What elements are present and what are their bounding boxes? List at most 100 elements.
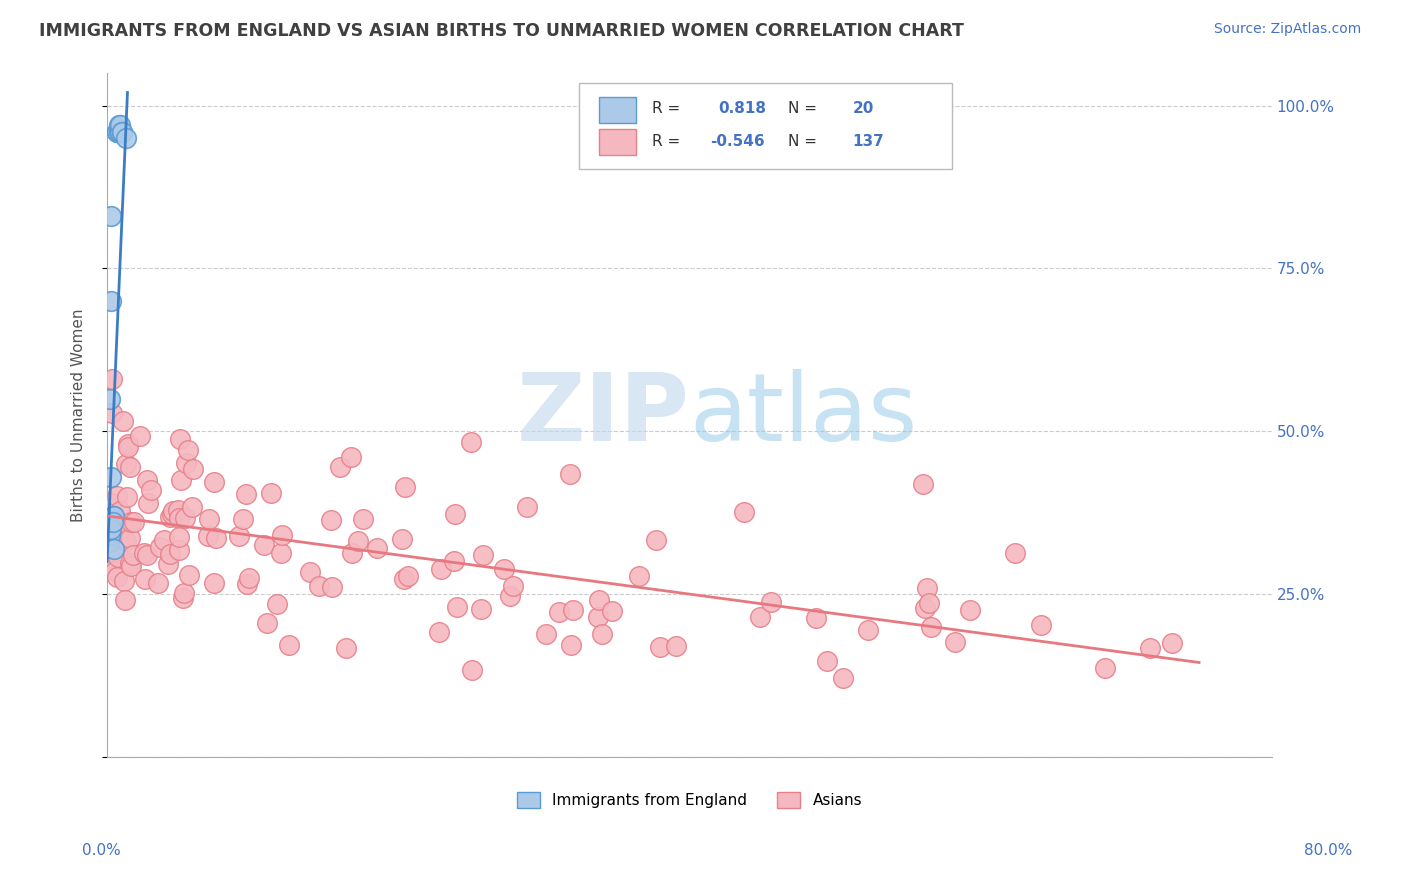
Point (588, 610, 610, 624)
Point (591, 627, 613, 641)
Point (228, 529, 250, 543)
Point (122, 515, 145, 529)
Text: N =: N = (789, 101, 823, 116)
Point (97, 535, 120, 549)
Point (105, 125, 128, 139)
Point (101, 516, 124, 530)
Point (1029, 617, 1052, 632)
Point (101, 372, 124, 386)
Point (112, 413, 135, 427)
Point (117, 436, 139, 450)
Text: R =: R = (652, 101, 685, 116)
Point (107, 118, 129, 132)
Point (256, 616, 278, 631)
Point (108, 118, 131, 132)
Point (167, 511, 190, 525)
Point (136, 549, 159, 563)
Point (134, 572, 156, 586)
Legend: Immigrants from England, Asians: Immigrants from England, Asians (510, 786, 869, 814)
Point (174, 456, 197, 470)
Text: 0.0%: 0.0% (82, 843, 121, 858)
Point (118, 556, 141, 570)
FancyBboxPatch shape (599, 97, 636, 123)
Point (831, 671, 853, 685)
Point (179, 568, 201, 582)
Point (806, 610, 828, 624)
Point (430, 562, 453, 576)
Point (648, 640, 671, 655)
Text: -0.546: -0.546 (710, 134, 765, 149)
Point (120, 515, 142, 529)
Point (560, 639, 582, 653)
Point (236, 577, 259, 591)
Point (114, 593, 136, 607)
Point (588, 593, 610, 607)
Point (136, 473, 159, 487)
Point (105, 125, 128, 139)
Point (105, 570, 128, 584)
Point (169, 530, 191, 544)
Point (139, 483, 162, 498)
Point (391, 532, 413, 546)
Point (470, 602, 492, 616)
Point (197, 529, 219, 543)
Point (180, 500, 202, 514)
Text: N =: N = (789, 134, 823, 149)
Point (108, 504, 131, 518)
Point (627, 569, 650, 583)
Point (118, 459, 141, 474)
Point (101, 560, 124, 574)
FancyBboxPatch shape (579, 83, 952, 169)
FancyBboxPatch shape (599, 129, 636, 155)
Point (159, 509, 181, 524)
Point (120, 559, 142, 574)
Point (170, 473, 193, 487)
Point (112, 531, 135, 545)
Text: ZIP: ZIP (516, 369, 689, 461)
Point (499, 589, 522, 603)
Point (167, 503, 190, 517)
Point (392, 573, 415, 587)
Point (238, 571, 260, 585)
Point (759, 595, 782, 609)
Point (561, 603, 583, 617)
Point (148, 575, 170, 590)
Point (107, 125, 129, 139)
Point (112, 574, 135, 588)
Point (339, 450, 361, 464)
Point (461, 663, 484, 677)
Point (749, 609, 772, 624)
Point (103, 508, 125, 523)
Point (914, 601, 936, 615)
Point (856, 623, 879, 637)
Point (492, 562, 515, 576)
Point (198, 511, 221, 525)
Point (105, 489, 128, 503)
Point (111, 125, 134, 139)
Point (394, 480, 416, 494)
Point (173, 586, 195, 600)
Point (516, 500, 538, 514)
Point (100, 522, 122, 536)
Point (299, 565, 322, 579)
Point (134, 546, 156, 560)
Point (110, 518, 132, 533)
Point (181, 461, 204, 475)
Point (644, 533, 666, 547)
Point (103, 541, 125, 556)
Point (122, 548, 145, 562)
Point (115, 490, 138, 504)
Point (205, 531, 228, 545)
Point (260, 486, 283, 500)
Point (104, 564, 127, 578)
Point (153, 533, 176, 547)
Point (108, 125, 131, 139)
Point (547, 605, 569, 619)
Point (105, 517, 128, 532)
Text: IMMIGRANTS FROM ENGLAND VS ASIAN BIRTHS TO UNMARRIED WOMEN CORRELATION CHART: IMMIGRANTS FROM ENGLAND VS ASIAN BIRTHS … (39, 22, 965, 40)
Point (1139, 641, 1161, 656)
Point (100, 470, 122, 484)
Point (943, 634, 966, 648)
Point (472, 548, 495, 562)
Point (918, 596, 941, 610)
